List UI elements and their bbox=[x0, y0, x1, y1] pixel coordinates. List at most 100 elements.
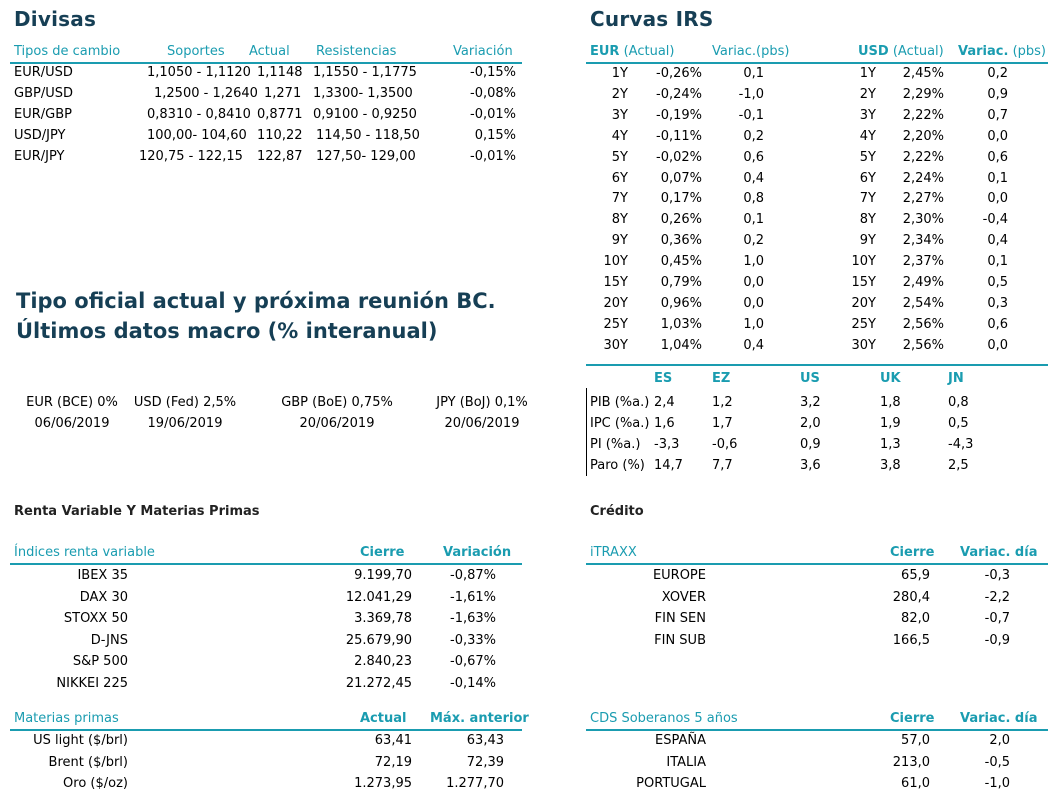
usd-rate: 2,29% bbox=[902, 86, 944, 102]
pair: GBP/USD bbox=[14, 86, 73, 101]
commodity-name: Brent ($/brl) bbox=[48, 754, 128, 770]
tipo-eur-date: 06/06/2019 bbox=[34, 416, 110, 431]
tipo-usd-date: 19/06/2019 bbox=[147, 416, 223, 431]
itraxx-close: 65,9 bbox=[901, 568, 930, 583]
eur-variac: 0,0 bbox=[743, 295, 764, 311]
macro-vline bbox=[586, 388, 587, 476]
credito-header-variac: Variac. día bbox=[960, 545, 1038, 560]
macro-us: 3,2 bbox=[800, 395, 821, 410]
usd-tenor: 8Y bbox=[859, 212, 876, 228]
eur-rate: 1,04% bbox=[660, 337, 702, 353]
eur-variac: 0,4 bbox=[743, 337, 764, 353]
usd-variac: 0,2 bbox=[987, 66, 1008, 81]
renta-header-indices: Índices renta variable bbox=[14, 545, 155, 560]
usd-tenor: 25Y bbox=[851, 316, 876, 332]
index-name: S&P 500 bbox=[72, 654, 128, 670]
cds-close: 213,0 bbox=[892, 754, 930, 770]
eur-tenor: 3Y bbox=[611, 107, 628, 123]
irs-header-variac-usd: Variac. (pbs) bbox=[958, 44, 1046, 60]
eur-rate: 1,03% bbox=[660, 316, 702, 332]
macro-us: 0,9 bbox=[800, 437, 821, 452]
usd-variac: 0,6 bbox=[987, 149, 1008, 165]
eur-rate: -0,24% bbox=[656, 86, 702, 102]
eur-variac: -1,0 bbox=[738, 86, 764, 102]
eur-variac: 0,8 bbox=[743, 191, 764, 207]
macro-indicator: PIB (%a.) bbox=[590, 395, 650, 410]
eur-rate: 0,96% bbox=[660, 295, 702, 311]
macro-ez: 7,7 bbox=[712, 458, 733, 473]
usd-rate: 2,30% bbox=[902, 212, 944, 228]
usd-rate: 2,22% bbox=[902, 107, 944, 123]
cds-close: 57,0 bbox=[901, 733, 930, 748]
cds-rule bbox=[586, 729, 1048, 731]
resistencias: 127,50- 129,00 bbox=[316, 149, 416, 164]
resistencias: 1,3300- 1,3500 bbox=[313, 86, 413, 101]
cds-change: 2,0 bbox=[989, 733, 1010, 748]
eur-tenor: 15Y bbox=[603, 275, 628, 290]
pair: USD/JPY bbox=[14, 128, 66, 143]
eur-tenor: 20Y bbox=[603, 295, 628, 311]
cds-country: ESPAÑA bbox=[655, 733, 706, 748]
actual: 1,271 bbox=[264, 86, 302, 101]
macro-ez: 1,2 bbox=[712, 395, 733, 410]
macro-jn: 0,5 bbox=[948, 416, 969, 431]
divisas-header-variacion: Variación bbox=[453, 44, 513, 59]
eur-variac: 0,1 bbox=[743, 66, 764, 81]
eur-rate: 0,45% bbox=[660, 254, 702, 270]
usd-tenor: 5Y bbox=[859, 149, 876, 165]
irs-header-variac-eur: Variac.(pbs) bbox=[712, 44, 790, 59]
usd-rate: 2,20% bbox=[902, 128, 944, 144]
macro-indicator: IPC (%a.) bbox=[590, 416, 650, 431]
macro-uk: 3,8 bbox=[880, 458, 901, 473]
macro-indicator: PI (%a.) bbox=[590, 437, 641, 452]
macro-country-us: US bbox=[800, 371, 820, 386]
irs-bottom-rule bbox=[586, 364, 1048, 366]
eur-rate: 0,36% bbox=[660, 233, 702, 249]
tipo-gbp-date: 20/06/2019 bbox=[299, 416, 375, 431]
variacion: -0,15% bbox=[470, 65, 516, 80]
credito-header-cierre: Cierre bbox=[890, 545, 935, 560]
commodity-actual: 72,19 bbox=[374, 754, 412, 770]
soportes: 120,75 - 122,15 bbox=[139, 149, 243, 164]
materias-rule bbox=[10, 729, 522, 731]
cds-header-variac: Variac. día bbox=[960, 711, 1038, 726]
usd-variac: 0,5 bbox=[987, 275, 1008, 290]
resistencias: 1,1550 - 1,1775 bbox=[313, 65, 417, 80]
eur-tenor: 25Y bbox=[603, 316, 628, 332]
usd-tenor: 9Y bbox=[859, 233, 876, 249]
materias-header-actual: Actual bbox=[360, 711, 407, 726]
eur-label: EUR bbox=[590, 44, 620, 59]
usd-variac: 0,4 bbox=[987, 233, 1008, 249]
irs-rule bbox=[586, 62, 1048, 64]
usd-tenor: 10Y bbox=[851, 254, 876, 270]
usd-variac: 0,0 bbox=[987, 337, 1008, 353]
index-name: DAX 30 bbox=[79, 589, 128, 605]
itraxx-close: 166,5 bbox=[892, 632, 930, 648]
usd-sub: (Actual) bbox=[892, 44, 944, 59]
variacion: -0,01% bbox=[470, 149, 516, 164]
eur-variac: 0,4 bbox=[743, 170, 764, 186]
eur-variac: 0,1 bbox=[743, 212, 764, 228]
eur-rate: -0,26% bbox=[656, 66, 702, 81]
tipo-jpy-date: 20/06/2019 bbox=[444, 416, 520, 431]
eur-tenor: 1Y bbox=[611, 66, 628, 81]
actual: 1,1148 bbox=[257, 65, 303, 80]
variac-pbs: (pbs) bbox=[1012, 44, 1046, 59]
index-close: 21.272,45 bbox=[345, 676, 412, 691]
eur-rate: 0,26% bbox=[660, 212, 702, 228]
usd-variac: 0,7 bbox=[987, 107, 1008, 123]
eur-tenor: 30Y bbox=[603, 337, 628, 353]
irs-title: Curvas IRS bbox=[590, 7, 714, 31]
renta-header-variacion: Variación bbox=[443, 545, 512, 560]
eur-variac: 1,0 bbox=[743, 254, 764, 270]
eur-variac: 0,2 bbox=[743, 233, 764, 249]
usd-tenor: 1Y bbox=[859, 66, 876, 81]
commodity-name: Oro ($/oz) bbox=[63, 776, 128, 791]
soportes: 100,00- 104,60 bbox=[147, 128, 247, 143]
macro-jn: 2,5 bbox=[948, 458, 969, 473]
actual: 122,87 bbox=[257, 149, 303, 164]
pair: EUR/GBP bbox=[14, 107, 72, 122]
macro-jn: 0,8 bbox=[948, 395, 969, 410]
eur-rate: 0,79% bbox=[660, 275, 702, 290]
materias-header-label: Materias primas bbox=[14, 711, 119, 726]
